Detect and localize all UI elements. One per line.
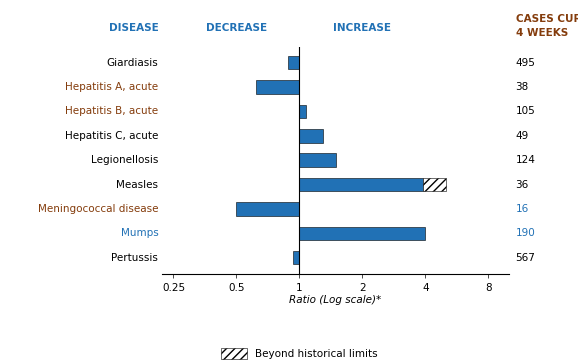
Bar [299,129,323,143]
Bar [299,178,423,191]
Text: DISEASE: DISEASE [109,23,158,33]
Text: 49: 49 [516,131,529,141]
Text: Giardiasis: Giardiasis [106,58,158,68]
Text: Mumps: Mumps [121,228,158,238]
Text: 495: 495 [516,58,535,68]
Text: 4 WEEKS: 4 WEEKS [516,28,568,38]
Text: Hepatitis C, acute: Hepatitis C, acute [65,131,158,141]
Text: 105: 105 [516,107,535,116]
Bar [288,56,299,69]
Text: Hepatitis A, acute: Hepatitis A, acute [65,82,158,92]
Text: DECREASE: DECREASE [206,23,267,33]
Bar [299,153,336,167]
Text: Pertussis: Pertussis [112,253,158,263]
Text: Meningococcal disease: Meningococcal disease [38,204,158,214]
Text: 124: 124 [516,155,535,165]
Text: INCREASE: INCREASE [334,23,391,33]
Bar [293,251,299,265]
Text: 36: 36 [516,180,529,190]
Bar [299,227,425,240]
Legend: Beyond historical limits: Beyond historical limits [221,348,378,359]
Text: 190: 190 [516,228,535,238]
Text: CASES CURRENT: CASES CURRENT [516,14,578,24]
Text: Legionellosis: Legionellosis [91,155,158,165]
Text: Hepatitis B, acute: Hepatitis B, acute [65,107,158,116]
Text: 38: 38 [516,82,529,92]
Bar [423,178,446,191]
Text: 16: 16 [516,204,529,214]
Bar [236,202,299,216]
Bar [299,105,306,118]
Text: 567: 567 [516,253,535,263]
Text: Measles: Measles [116,180,158,190]
X-axis label: Ratio (Log scale)*: Ratio (Log scale)* [289,296,381,305]
Bar [256,80,299,94]
